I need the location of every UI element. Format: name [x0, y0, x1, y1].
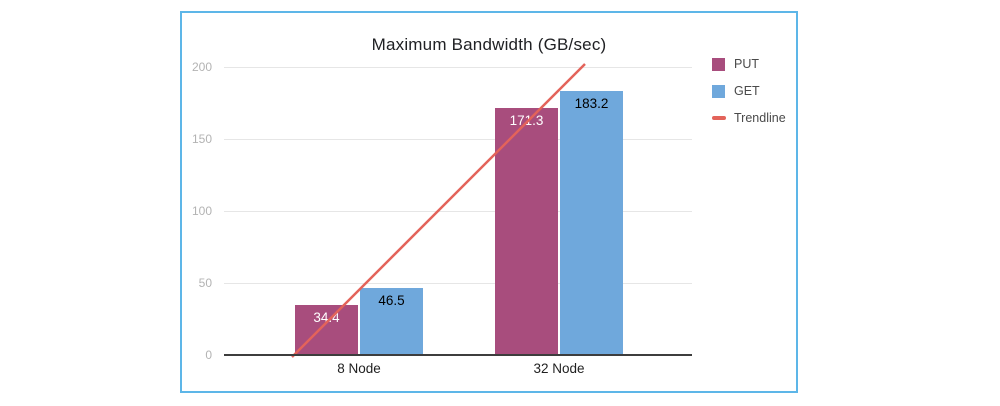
- y-tick-label-0: 0: [205, 348, 212, 362]
- gridline-50: [224, 282, 692, 284]
- y-tick-label-50: 50: [198, 276, 212, 290]
- bar-get-8-node: 46.5: [360, 288, 423, 355]
- legend-swatch-get: [712, 84, 725, 98]
- chart-title: Maximum Bandwidth (GB/sec): [371, 35, 607, 54]
- legend-swatch-put: [712, 57, 725, 71]
- legend-label-trendline: Trendline: [734, 111, 786, 125]
- chart-container[interactable]: Maximum Bandwidth (GB/sec) 0 50 100 150 200 …: [180, 11, 798, 393]
- y-tick-label-100: 100: [191, 204, 212, 218]
- bar-value-label: 46.5: [378, 293, 405, 309]
- y-tick-label-150: 150: [191, 132, 212, 146]
- plot-area: 0 50 100 150 200 34.4 171.3 46.5 183.2 8 Node 32…: [192, 60, 692, 376]
- x-axis-line: [224, 354, 692, 356]
- trendline-segment: [291, 63, 586, 358]
- x-category-label-32-node: 32 Node: [533, 361, 585, 376]
- gridline-100: [224, 210, 692, 212]
- gridline-200: [224, 66, 692, 68]
- bar-get-32-node: 183.2: [560, 91, 623, 355]
- legend-swatch-trendline: [712, 116, 726, 120]
- bar-put-8-node: 34.4: [295, 305, 358, 355]
- trendline: [291, 63, 586, 358]
- legend-item-get: GET: [712, 84, 760, 98]
- bar-put-32-node: 171.3: [495, 108, 558, 355]
- gridline-150: [224, 138, 692, 140]
- y-tick-label-200: 200: [191, 60, 212, 74]
- bar-value-label: 183.2: [574, 96, 609, 112]
- legend-label-put: PUT: [734, 57, 759, 71]
- x-category-label-8-node: 8 Node: [337, 361, 381, 376]
- legend-item-put: PUT: [712, 57, 759, 71]
- legend-label-get: GET: [734, 84, 760, 98]
- legend-item-trendline: Trendline: [712, 111, 786, 125]
